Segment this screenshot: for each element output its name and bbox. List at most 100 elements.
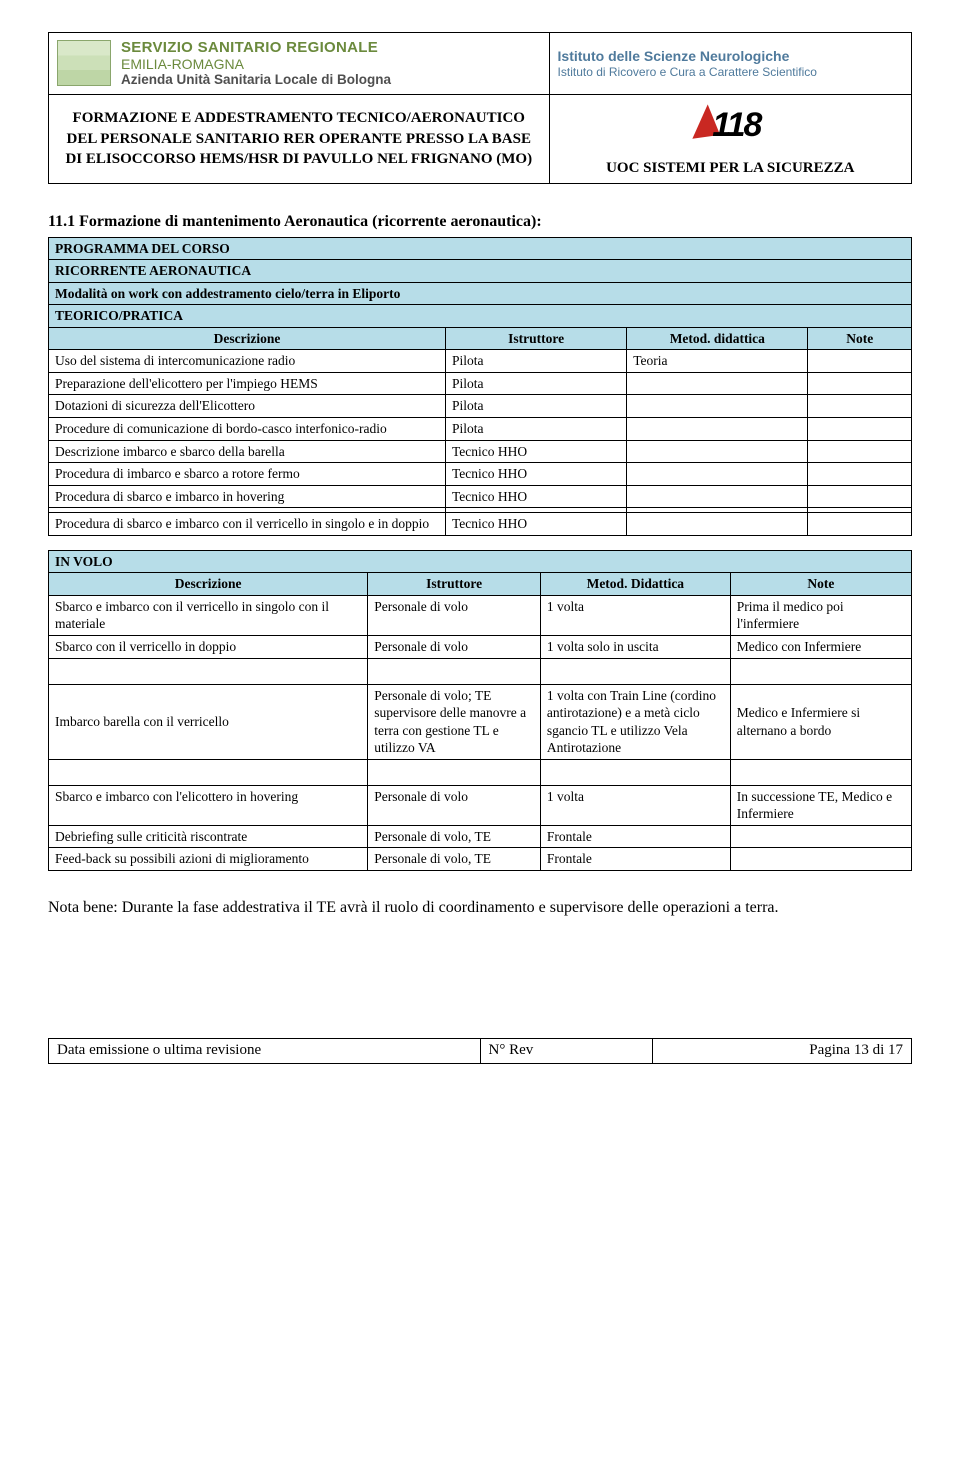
cell-instr: Tecnico HHO bbox=[445, 513, 626, 536]
header-left-title: FORMAZIONE E ADDESTRAMENTO TECNICO/AERON… bbox=[49, 94, 550, 183]
cell: Sbarco con il verricello in doppio bbox=[49, 635, 368, 658]
logo-ssr-cell: SERVIZIO SANITARIO REGIONALE EMILIA-ROMA… bbox=[49, 33, 550, 95]
cell-desc: Procedura di sbarco e imbarco con il ver… bbox=[49, 513, 446, 536]
note-paragraph: Nota bene: Durante la fase addestrativa … bbox=[48, 897, 912, 919]
cell-desc: Imbarco barella con il verricello bbox=[49, 684, 368, 759]
cell: Pilota bbox=[445, 395, 626, 418]
ssr-line2: EMILIA-ROMAGNA bbox=[121, 56, 391, 72]
table-row: Imbarco barella con il verricello Person… bbox=[49, 684, 912, 759]
cell bbox=[627, 485, 808, 508]
cell-note bbox=[808, 513, 912, 536]
cell: Medico con Infermiere bbox=[730, 635, 911, 658]
cell bbox=[627, 463, 808, 486]
band-teorico: TEORICO/PRATICA bbox=[49, 305, 912, 328]
header-right-title: 118 UOC SISTEMI PER LA SICUREZZA bbox=[549, 94, 911, 183]
table-row: Sbarco e imbarco con il verricello in si… bbox=[49, 595, 912, 635]
cell: Personale di volo bbox=[368, 635, 541, 658]
cell: Procedura di sbarco e imbarco in hoverin… bbox=[49, 485, 446, 508]
col-descrizione: Descrizione bbox=[49, 573, 368, 596]
table-row: Uso del sistema di intercomunicazione ra… bbox=[49, 350, 912, 373]
cell bbox=[808, 372, 912, 395]
col-note: Note bbox=[808, 327, 912, 350]
cell: Uso del sistema di intercomunicazione ra… bbox=[49, 350, 446, 373]
logo-isn-cell: Istituto delle Scienze Neurologiche Isti… bbox=[549, 33, 911, 95]
cell-metod: 1 volta con Train Line (cordino antirota… bbox=[540, 684, 730, 759]
cell bbox=[808, 440, 912, 463]
cell: Pilota bbox=[445, 418, 626, 441]
col-metod: Metod. Didattica bbox=[540, 573, 730, 596]
cell: Personale di volo, TE bbox=[368, 825, 541, 848]
cell: Feed-back su possibili azioni di miglior… bbox=[49, 848, 368, 871]
cell: Tecnico HHO bbox=[445, 440, 626, 463]
band-ricorrente: RICORRENTE AERONAUTICA bbox=[49, 260, 912, 283]
band-involo: IN VOLO bbox=[49, 550, 912, 573]
cell: Personale di volo, TE bbox=[368, 848, 541, 871]
table-row: Dotazioni di sicurezza dell'ElicotteroPi… bbox=[49, 395, 912, 418]
table-row: Sbarco e imbarco con l'elicottero in hov… bbox=[49, 785, 912, 825]
cell: Dotazioni di sicurezza dell'Elicottero bbox=[49, 395, 446, 418]
band-programma: PROGRAMMA DEL CORSO bbox=[49, 237, 912, 260]
cell: Prima il medico poi l'infermiere bbox=[730, 595, 911, 635]
cell: 1 volta solo in uscita bbox=[540, 635, 730, 658]
ssr-line3: Azienda Unità Sanitaria Locale di Bologn… bbox=[121, 72, 391, 88]
cell: Frontale bbox=[540, 825, 730, 848]
cell: Preparazione dell'elicottero per l'impie… bbox=[49, 372, 446, 395]
table-row: Sbarco con il verricello in doppioPerson… bbox=[49, 635, 912, 658]
cell bbox=[730, 848, 911, 871]
table-row: Feed-back su possibili azioni di miglior… bbox=[49, 848, 912, 871]
isn-line1: Istituto delle Scienze Neurologiche bbox=[558, 48, 903, 65]
cell bbox=[808, 418, 912, 441]
cell: Descrizione imbarco e sbarco della barel… bbox=[49, 440, 446, 463]
cell-note: Medico e Infermiere si alternano a bordo bbox=[730, 684, 911, 759]
cell: 1 volta bbox=[540, 785, 730, 825]
cell: Sbarco e imbarco con il verricello in si… bbox=[49, 595, 368, 635]
cell bbox=[808, 485, 912, 508]
footer-page: Pagina 13 di 17 bbox=[653, 1039, 912, 1064]
footer-table: Data emissione o ultima revisione N° Rev… bbox=[48, 1038, 912, 1064]
cell: Pilota bbox=[445, 350, 626, 373]
logo-118-icon: 118 bbox=[690, 99, 770, 149]
footer-rev: N° Rev bbox=[480, 1039, 653, 1064]
band-modalita: Modalità on work con addestramento cielo… bbox=[49, 282, 912, 305]
cell: Pilota bbox=[445, 372, 626, 395]
cell: Sbarco e imbarco con l'elicottero in hov… bbox=[49, 785, 368, 825]
cell-instr: Personale di volo; TE supervisore delle … bbox=[368, 684, 541, 759]
ssr-logo-icon bbox=[57, 40, 111, 86]
table-row: Debriefing sulle criticità riscontratePe… bbox=[49, 825, 912, 848]
ssr-line1: SERVIZIO SANITARIO REGIONALE bbox=[121, 39, 391, 56]
table-row: Preparazione dell'elicottero per l'impie… bbox=[49, 372, 912, 395]
cell bbox=[627, 440, 808, 463]
cell-metod bbox=[627, 513, 808, 536]
document-header: SERVIZIO SANITARIO REGIONALE EMILIA-ROMA… bbox=[48, 32, 912, 184]
table-row: Procedura di sbarco e imbarco in hoverin… bbox=[49, 485, 912, 508]
cell: Procedura di imbarco e sbarco a rotore f… bbox=[49, 463, 446, 486]
cell: Personale di volo bbox=[368, 785, 541, 825]
table-row: Procedura di sbarco e imbarco con il ver… bbox=[49, 513, 912, 536]
cell bbox=[627, 372, 808, 395]
cell bbox=[627, 395, 808, 418]
col-descrizione: Descrizione bbox=[49, 327, 446, 350]
cell bbox=[808, 350, 912, 373]
cell bbox=[808, 395, 912, 418]
col-istruttore: Istruttore bbox=[445, 327, 626, 350]
table-row: Procedura di imbarco e sbarco a rotore f… bbox=[49, 463, 912, 486]
section-title: 11.1 Formazione di mantenimento Aeronaut… bbox=[48, 212, 912, 233]
cell: Tecnico HHO bbox=[445, 463, 626, 486]
isn-line2: Istituto di Ricovero e Cura a Carattere … bbox=[558, 65, 903, 79]
cell: Tecnico HHO bbox=[445, 485, 626, 508]
program-table-2: IN VOLO Descrizione Istruttore Metod. Di… bbox=[48, 550, 912, 871]
col-metod: Metod. didattica bbox=[627, 327, 808, 350]
footer-date: Data emissione o ultima revisione bbox=[49, 1039, 481, 1064]
table-row: Descrizione imbarco e sbarco della barel… bbox=[49, 440, 912, 463]
cell bbox=[808, 463, 912, 486]
col-note: Note bbox=[730, 573, 911, 596]
cell: Frontale bbox=[540, 848, 730, 871]
cell: Personale di volo bbox=[368, 595, 541, 635]
col-istruttore: Istruttore bbox=[368, 573, 541, 596]
program-table-1: PROGRAMMA DEL CORSO RICORRENTE AERONAUTI… bbox=[48, 237, 912, 536]
cell: 1 volta bbox=[540, 595, 730, 635]
cell bbox=[627, 418, 808, 441]
cell: Teoria bbox=[627, 350, 808, 373]
cell: In successione TE, Medico e Infermiere bbox=[730, 785, 911, 825]
table-row: Procedure di comunicazione di bordo-casc… bbox=[49, 418, 912, 441]
